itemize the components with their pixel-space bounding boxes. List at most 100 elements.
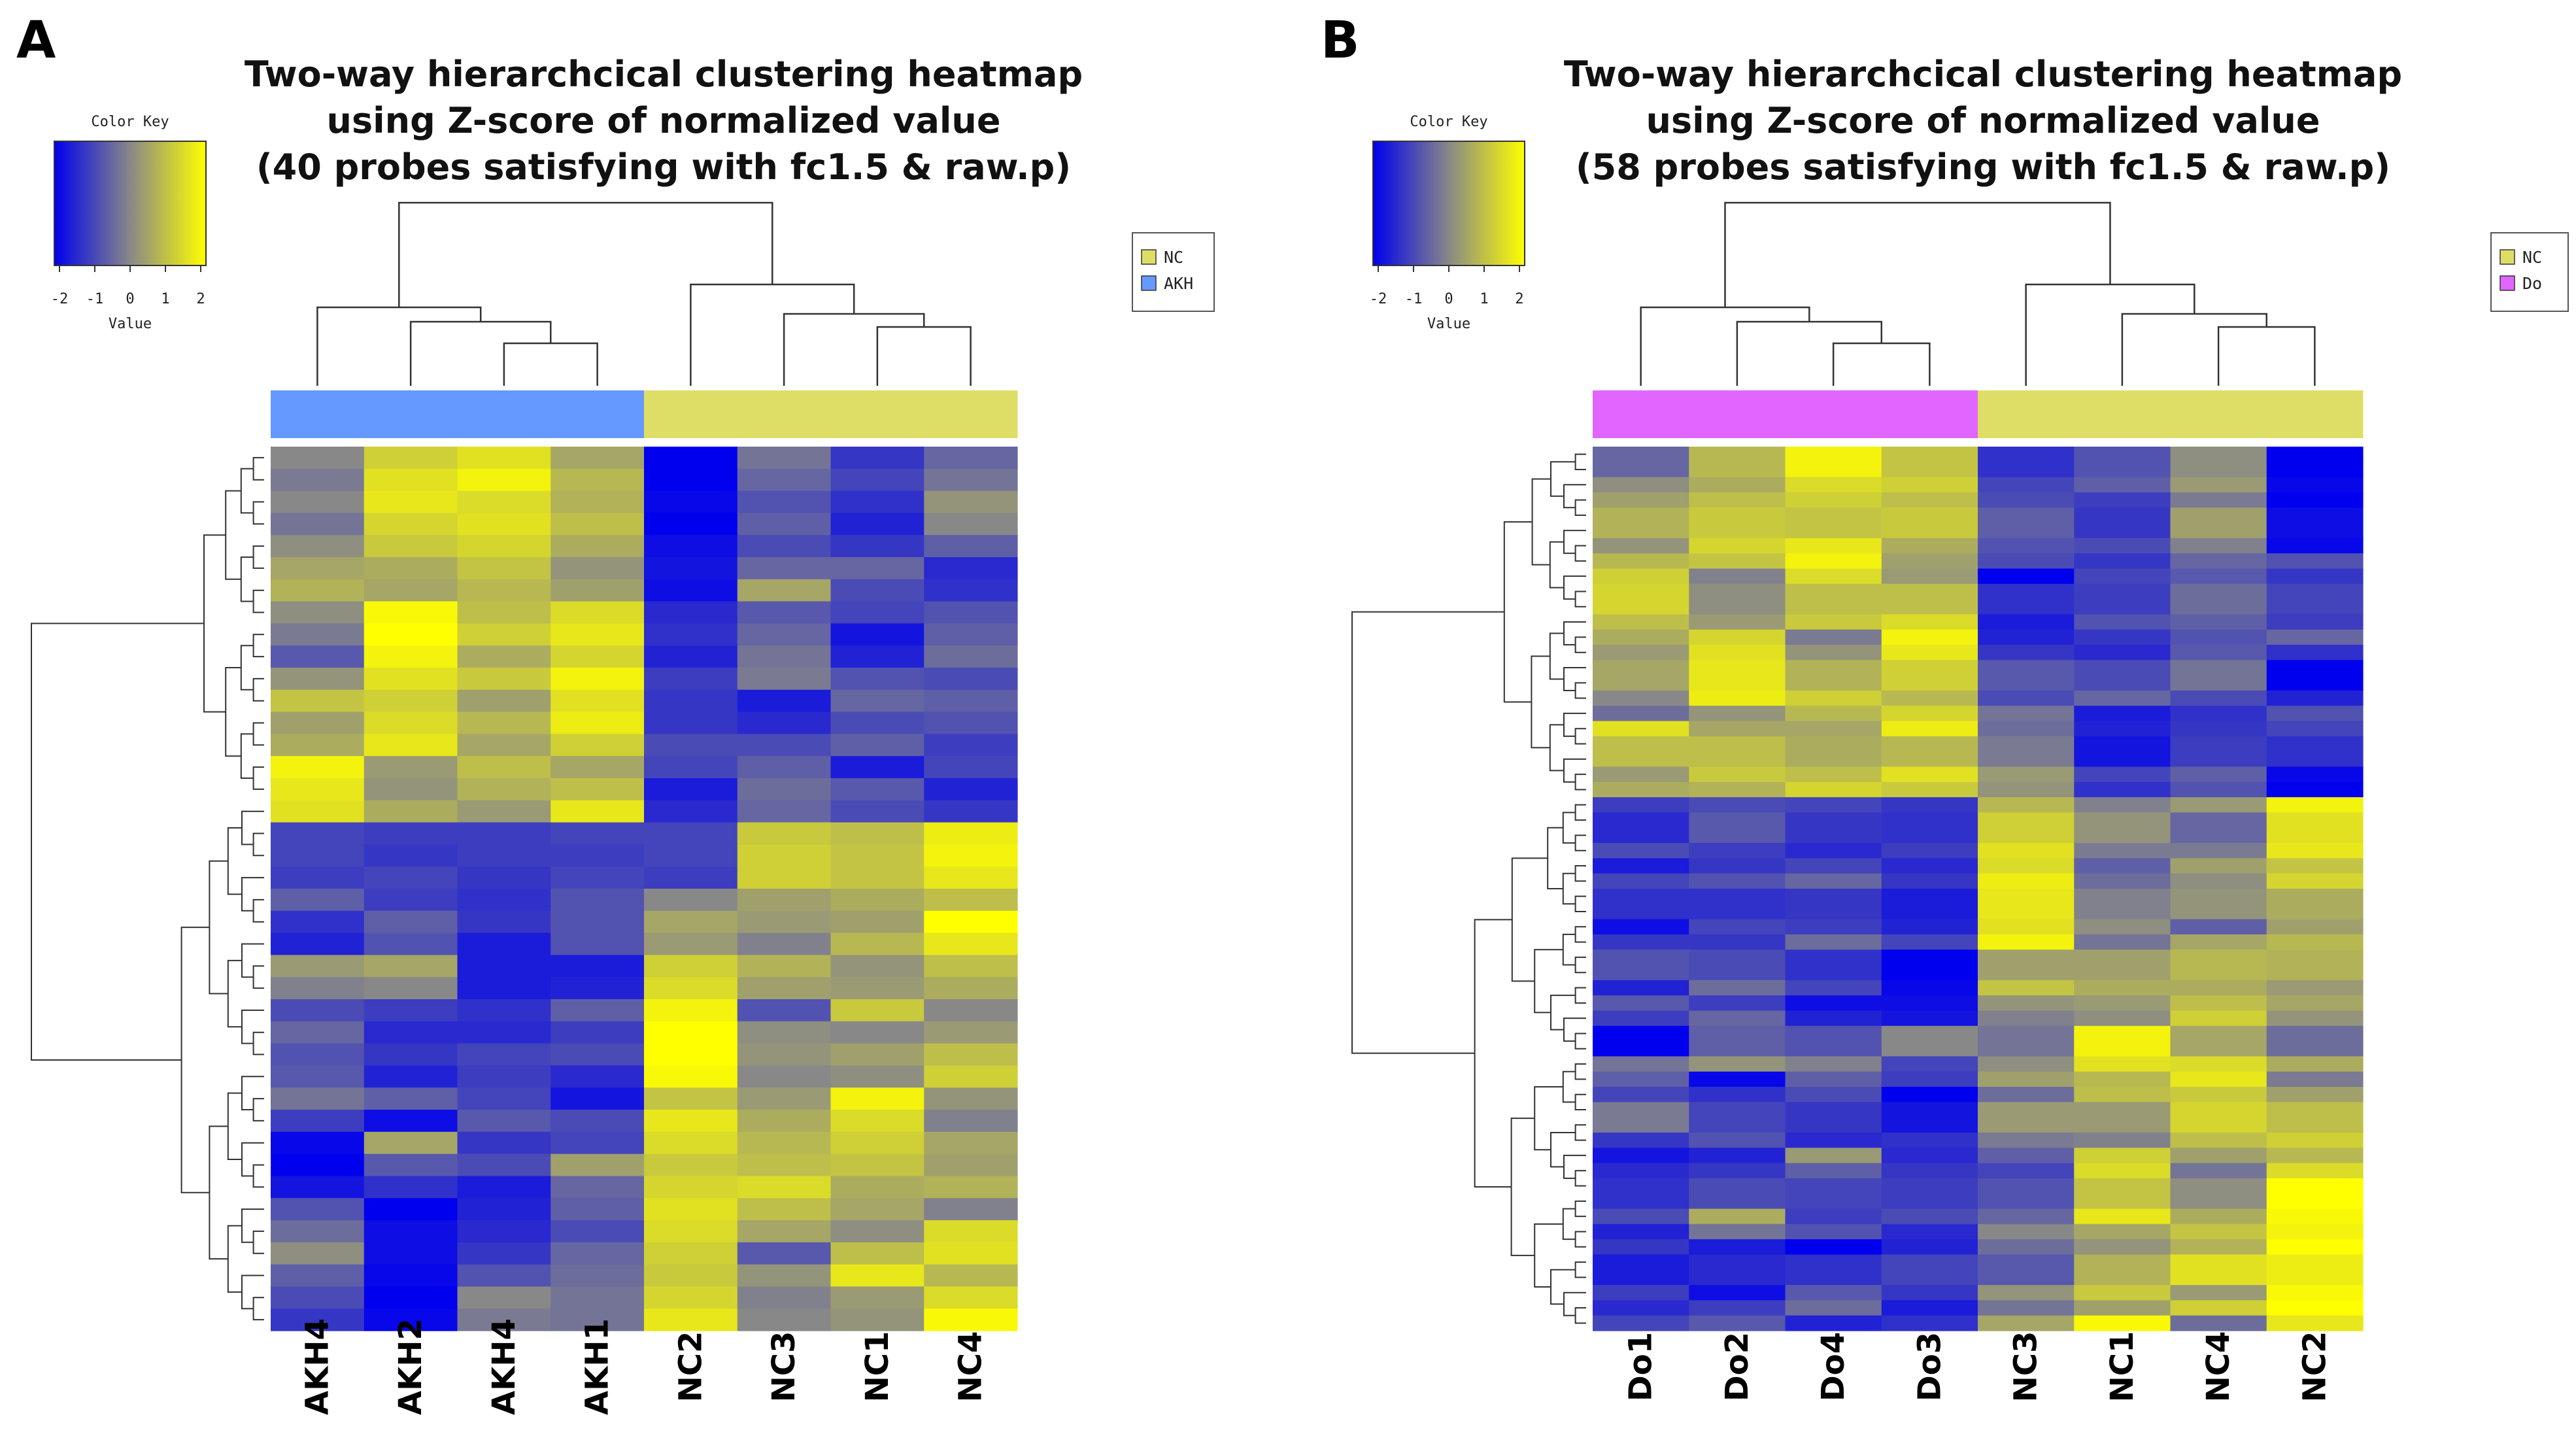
heatmap-cell [644,1308,738,1331]
heatmap-cell [1689,949,1786,966]
legend-box [2490,232,2569,312]
heatmap-cell [1689,1269,1786,1286]
heatmap-cell [2266,1223,2364,1240]
heatmap-cell [1978,1223,2075,1240]
heatmap-cell [1593,477,1689,493]
heatmap-cell [271,1286,365,1309]
heatmap-cell [364,1242,458,1265]
heatmap-cell [1978,797,2075,813]
heatmap-cell [1785,614,1882,630]
dendro-branch [876,326,972,386]
group-bar-cell [924,390,1018,438]
heatmap-cell [364,1308,458,1331]
group-bar-cell [551,390,645,438]
heatmap-cell [1978,1025,2075,1042]
heatmap-cell [830,778,924,801]
heatmap-cell [1978,492,2075,508]
panel-letter: B [1321,11,1359,70]
heatmap-cell [737,557,832,580]
heatmap-cell [271,645,365,668]
heatmap-cell [364,447,458,470]
heatmap-cell [2074,827,2171,844]
heatmap-cell [364,1131,458,1155]
heatmap-cell [1785,568,1882,585]
heatmap-cell [1785,645,1882,660]
heatmap-cell [364,889,458,912]
heatmap-cell [271,1043,365,1066]
heatmap-cell [1593,721,1689,737]
heatmap-cell [1593,1239,1689,1256]
color-key-tick-label: 0 [1444,291,1453,307]
heatmap-cell [1593,629,1689,645]
heatmap-cell [2266,721,2364,737]
group-bar-cell [271,390,365,438]
heatmap-cell [1785,1315,1882,1331]
heatmap-cell [830,1110,924,1133]
heatmap-cell [2266,1117,2364,1133]
heatmap-cell [1881,949,1978,966]
heatmap-cell [1978,1239,2075,1256]
heatmap-cell [1593,751,1689,768]
heatmap-cell [1881,675,1978,691]
heatmap-cell [2266,1208,2364,1225]
heatmap-cell [1689,462,1786,478]
dendro-branch [252,898,264,923]
legend-box [1132,232,1215,312]
heatmap-cell [644,932,738,955]
heatmap-cell [457,601,551,624]
heatmap-cell [1689,934,1786,950]
heatmap-cell [1881,568,1978,585]
heatmap-cell [644,468,738,492]
heatmap-cell [1785,599,1882,615]
heatmap-cell [1689,965,1786,981]
heatmap-cell [2170,1071,2267,1087]
heatmap-cell [1689,1239,1786,1256]
heatmap-cell [1785,1117,1882,1133]
heatmap-cell [1978,843,2075,859]
heatmap-cell [737,1043,832,1066]
heatmap-cell [2266,965,2364,981]
heatmap-cell [1593,706,1689,722]
heatmap-cell [2074,1117,2171,1133]
heatmap-cell [830,1154,924,1176]
heatmap-cell [457,557,551,580]
heatmap-cell [2266,1056,2364,1072]
heatmap-cell [271,822,365,845]
heatmap-cell [2170,889,2267,904]
heatmap-cell [271,1308,365,1331]
heatmap-cell [1881,629,1978,645]
heatmap-cell [1881,919,1978,935]
heatmap-cell [1785,706,1882,722]
heatmap-cell [1785,1300,1882,1316]
heatmap-cell [551,778,645,801]
heatmap-cell [551,800,645,823]
dendro-branch [1562,872,1576,905]
heatmap-cell [1978,1041,2075,1057]
heatmap-cell [2266,843,2364,859]
dendro-branch [783,313,925,386]
dendro-branch [503,342,598,386]
heatmap-cell [737,689,832,713]
heatmap-cell [457,1198,551,1221]
heatmap-cell [551,535,645,558]
heatmap-cell [1881,781,1978,798]
heatmap-cell [1593,995,1689,1012]
heatmap-cell [1978,889,2075,904]
heatmap-cell [2266,751,2364,768]
heatmap-cell [924,579,1018,602]
heatmap-cell [364,999,458,1022]
heatmap-cell [2074,553,2171,570]
heatmap-cell [2170,1102,2267,1118]
heatmap-cell [2074,1315,2171,1331]
heatmap-cell [1593,1056,1689,1072]
heatmap-cell [2170,781,2267,798]
heatmap-cell [2170,1178,2267,1194]
heatmap-cell [924,822,1018,845]
heatmap-cell [1689,660,1786,676]
dendro-branch [225,490,241,580]
heatmap-cell [1593,553,1689,570]
heatmap-cell [2170,1056,2267,1072]
heatmap-cell [1785,1025,1882,1042]
heatmap-cell [1881,1193,1978,1210]
heatmap-cell [924,977,1018,1000]
